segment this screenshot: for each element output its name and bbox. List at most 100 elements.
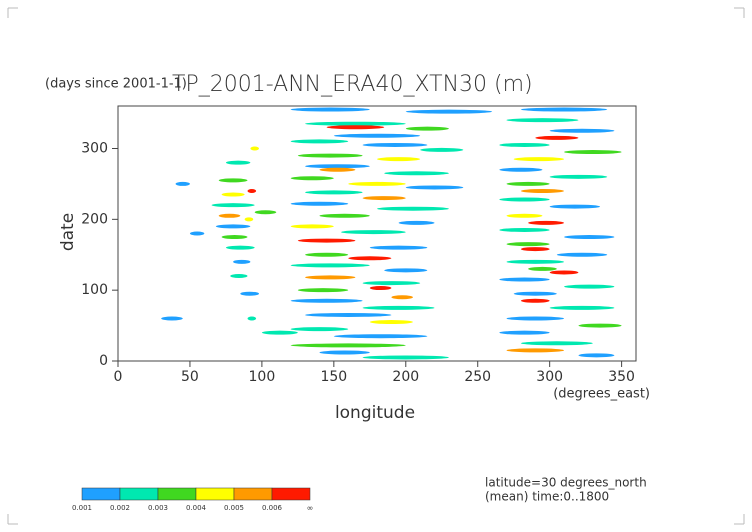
x-axis-label: longitude [335, 403, 415, 423]
contour-band [290, 224, 334, 229]
contour-band [333, 133, 421, 138]
contour-band [290, 298, 363, 303]
contour-band [549, 305, 615, 310]
time-origin: (days since 2001-1-1) [45, 77, 187, 92]
contour-band [506, 242, 550, 247]
x-tick-label: 0 [114, 369, 123, 385]
colorbar-segment [81, 487, 121, 501]
contour-band [499, 142, 550, 147]
contour-band [362, 305, 435, 310]
contour-band [420, 147, 464, 152]
contour-band [506, 259, 565, 264]
contour-band [305, 252, 349, 257]
contour-band [391, 295, 413, 300]
contour-band [221, 192, 245, 197]
contour-band [384, 268, 428, 273]
colorbar-label: 0.005 [224, 504, 244, 512]
contour-band [520, 107, 608, 112]
y-tick-label: 200 [81, 211, 108, 227]
colorbar-label: 0.006 [262, 504, 283, 512]
contour-band [549, 174, 608, 179]
contour-band [499, 277, 550, 282]
contour-band [384, 171, 449, 176]
contour-band [398, 220, 435, 225]
contour-band [520, 247, 550, 252]
contour-band [362, 281, 421, 286]
contour-band [535, 135, 579, 140]
contour-band [230, 274, 248, 278]
contour-band [564, 284, 615, 289]
y-axis-label: date [58, 213, 78, 251]
colorbar-label: 0.002 [110, 504, 130, 512]
contour-band [369, 245, 428, 250]
contour-band [305, 190, 363, 195]
contour-band [319, 213, 370, 218]
plot-frame [117, 105, 637, 362]
contour-band [528, 266, 557, 271]
contour-band [405, 185, 464, 190]
contour-band [499, 167, 543, 172]
corner-marks [7, 7, 745, 525]
colorbar-segment [271, 487, 311, 501]
contour-band [305, 121, 406, 126]
contour-band [578, 353, 615, 358]
colorbar-segment [119, 487, 159, 501]
contour-band [189, 231, 205, 236]
y-tick-label: 0 [99, 353, 108, 369]
contour-band [578, 323, 622, 328]
contour-band [215, 224, 251, 229]
colorbar-label: 0.001 [72, 504, 92, 512]
contour-band [333, 334, 428, 339]
contour-band [221, 235, 248, 240]
contour-band [520, 189, 565, 193]
contour-band [405, 109, 493, 114]
contour-band [506, 181, 550, 186]
contour-band [326, 125, 385, 130]
contour-band [305, 312, 392, 317]
contour-band [175, 181, 190, 186]
chart-title: TP_2001-ANN_ERA40_XTN30 (m) [172, 72, 533, 97]
contour-band [240, 291, 260, 296]
contour-band [247, 316, 257, 321]
contour-band [377, 206, 449, 211]
contour-band [290, 201, 349, 206]
x-tick-label: 150 [320, 369, 347, 385]
colorbar-segment [157, 487, 197, 501]
contour-band [362, 355, 449, 360]
x-tick-label: 350 [608, 369, 635, 385]
contour-band [369, 286, 392, 291]
contour-band [305, 275, 356, 280]
colorbar-segment [195, 487, 235, 501]
x-tick-label: 300 [536, 369, 563, 385]
x-unit: (degrees_east) [553, 387, 650, 402]
contour-band [549, 204, 601, 209]
x-tick-label: 250 [464, 369, 491, 385]
x-tick-label: 50 [181, 369, 199, 385]
colorbar-label: ∞ [307, 504, 314, 513]
contour-band [290, 327, 349, 332]
colorbar-segment [233, 487, 273, 501]
contour-band [290, 139, 349, 144]
contour-band [369, 320, 413, 325]
contour-band [305, 164, 370, 169]
contour-band [290, 263, 370, 268]
contour-band [556, 252, 608, 257]
x-tick-label: 100 [249, 369, 276, 385]
contour-band [528, 220, 565, 225]
note: latitude=30 degrees_north [485, 476, 647, 490]
contour-band [520, 341, 593, 346]
contour-band [319, 167, 356, 172]
contour-band [161, 316, 183, 321]
contour-band [319, 350, 370, 355]
contour-band [348, 181, 406, 186]
contour-band [513, 291, 557, 296]
contour-band [225, 160, 251, 165]
contour-band [261, 330, 298, 335]
contour-band [254, 210, 277, 215]
contour-band [513, 157, 565, 162]
contour-band [499, 197, 550, 202]
contour-band [297, 238, 356, 243]
contour-band [549, 128, 615, 133]
y-tick-label: 100 [81, 282, 108, 298]
